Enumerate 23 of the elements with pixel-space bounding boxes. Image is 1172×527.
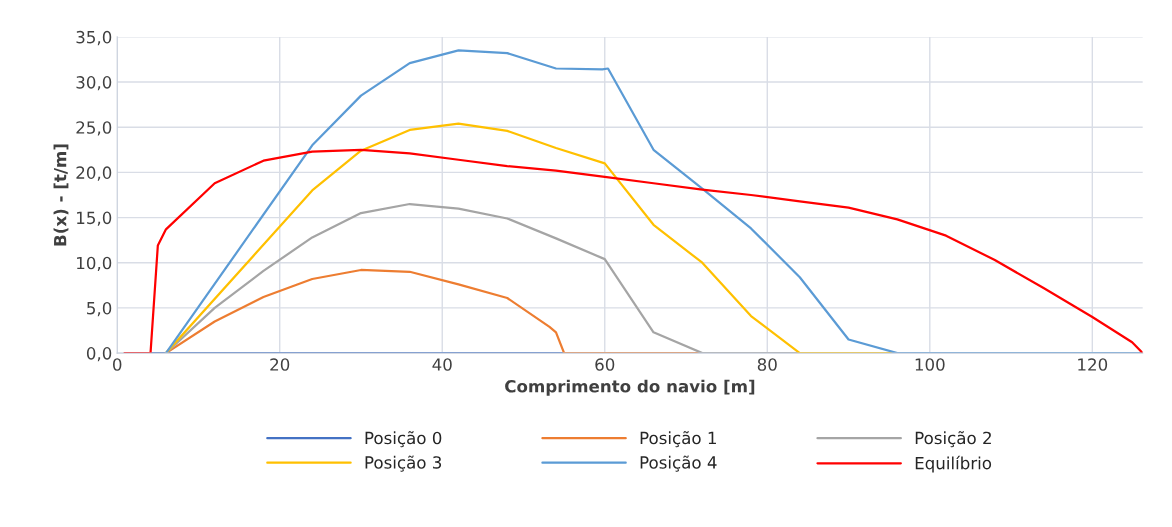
x-tick-label: 60 [595, 358, 615, 371]
legend-label: Posição 1 [640, 431, 716, 448]
legend-label: Posição 2 [915, 431, 991, 448]
x-tick-label: 20 [270, 358, 290, 371]
y-tick-label: 10,0 [77, 256, 112, 272]
y-tick-label: 30,0 [76, 76, 112, 91]
y-tick-label: 0,0 [86, 347, 112, 362]
legend-label: Equilíbrio [915, 455, 992, 473]
x-axis-title: Comprimento do navio [m] [505, 379, 755, 396]
y-tick-label: 35,0 [76, 30, 112, 46]
x-tick-label: 100 [915, 358, 945, 371]
y-axis-title: B(x) - [t/m] [53, 144, 69, 246]
y-tick-label: 15,0 [77, 211, 112, 226]
y-tick-label: 25,0 [76, 121, 112, 136]
x-tick-label: 0 [113, 358, 122, 371]
x-tick-label: 40 [432, 358, 452, 371]
x-tick-label: 80 [757, 358, 777, 371]
x-tick-label: 120 [1078, 358, 1108, 371]
legend-label: Posição 4 [640, 455, 717, 472]
y-tick-label: 20,0 [76, 166, 112, 181]
legend-label: Posição 0 [365, 431, 442, 448]
y-tick-label: 5,0 [87, 301, 112, 317]
legend-label: Posição 3 [365, 455, 442, 472]
